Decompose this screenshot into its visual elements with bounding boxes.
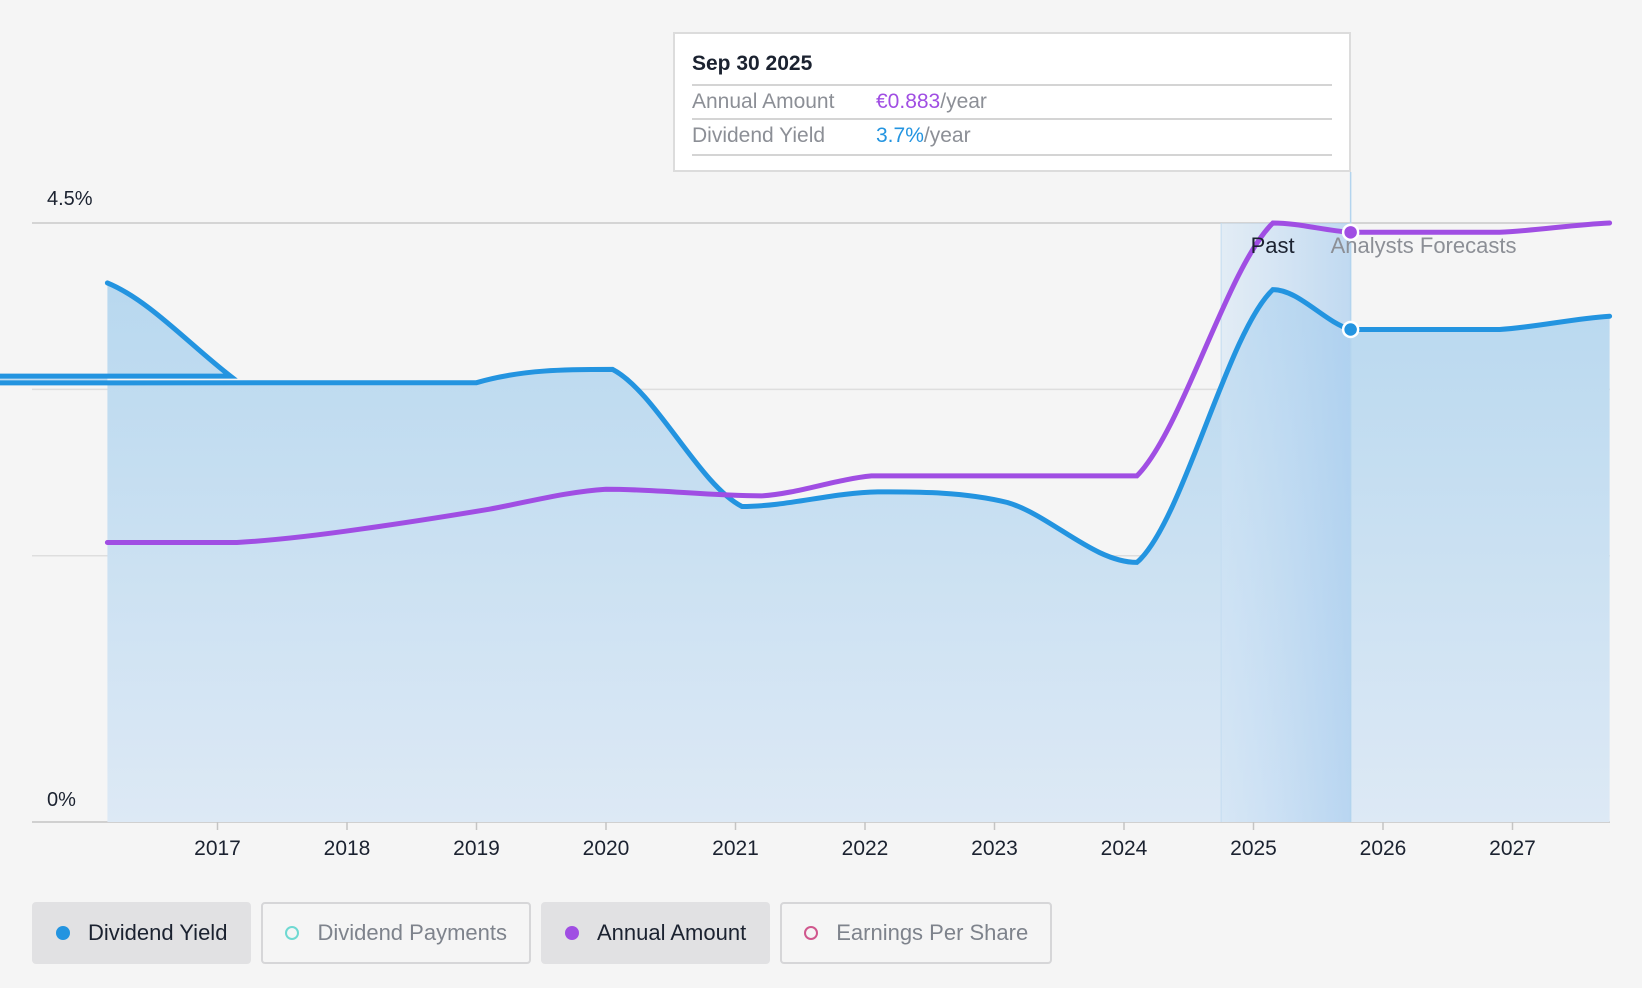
dividend-yield-area: [0, 282, 1610, 822]
legend-annual-amount-button[interactable]: Annual Amount: [540, 902, 771, 964]
tooltip-dividend-yield-value: 3.7%: [876, 124, 924, 147]
tooltip-label: Dividend Yield: [692, 124, 826, 147]
y-tick-label-bottom: 0%: [47, 789, 76, 811]
legend-label: Dividend Payments: [317, 920, 507, 945]
x-tick-label: 2020: [583, 837, 630, 860]
x-tick-label: 2018: [324, 837, 371, 860]
y-tick-label-top: 4.5%: [47, 188, 93, 210]
x-tick-label: 2019: [453, 837, 500, 860]
past-label: Past: [1251, 233, 1295, 258]
legend-label: Earnings Per Share: [836, 920, 1029, 945]
x-tick-label: 2025: [1230, 837, 1277, 860]
x-axis: 2017 2018 2019 2020 2021 2022 2023 2024 2025 2026…: [194, 822, 1536, 860]
forecast-label: Analysts Forecasts: [1331, 233, 1517, 258]
tooltip-row-annual-amount: Annual Amount €0.883/year: [692, 84, 1332, 120]
legend-label: Annual Amount: [596, 920, 747, 945]
series-line-0: [0, 280, 1613, 565]
x-tick-label: 2027: [1489, 837, 1536, 860]
legend-dot-icon: [56, 926, 70, 940]
x-tick-label: 2022: [842, 837, 889, 860]
legend-dot-icon: [564, 926, 579, 940]
chart-legend: Dividend Yield Dividend Payments Annual …: [32, 902, 1062, 964]
past-region-highlight: [1220, 172, 1352, 822]
legend-ring-icon: [804, 926, 819, 940]
hover-marker-0: [1341, 320, 1360, 339]
legend-dividend-payments-button[interactable]: Dividend Payments: [261, 902, 531, 964]
tooltip-annual-amount-value: €0.883: [876, 90, 941, 113]
legend-earnings-per-share-button[interactable]: Earnings Per Share: [780, 902, 1053, 964]
legend-label: Dividend Yield: [88, 920, 228, 945]
x-tick-label: 2026: [1360, 837, 1407, 860]
legend-ring-icon: [285, 926, 300, 940]
x-tick-label: 2024: [1101, 837, 1148, 860]
x-tick-label: 2021: [712, 837, 759, 860]
x-tick-label: 2023: [971, 837, 1018, 860]
tooltip-label: Annual Amount: [692, 90, 835, 113]
tooltip-date: Sep 30 2025: [692, 52, 813, 75]
hover-marker-1: [1341, 223, 1360, 242]
past-shade: [1221, 223, 1351, 822]
legend-dividend-yield-button[interactable]: Dividend Yield: [32, 902, 252, 964]
tooltip-unit: /year: [940, 90, 987, 113]
hover-tooltip: Sep 30 2025 Annual Amount €0.883/year Di…: [673, 32, 1351, 172]
tooltip-unit: /year: [923, 124, 971, 147]
tooltip-row-dividend-yield: Dividend Yield 3.7%/year: [692, 118, 1332, 156]
x-tick-label: 2017: [194, 837, 241, 860]
